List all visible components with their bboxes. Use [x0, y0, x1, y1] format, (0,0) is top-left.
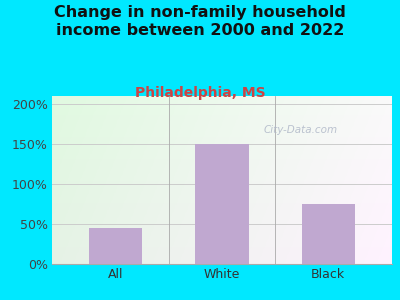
- Text: Change in non-family household
income between 2000 and 2022: Change in non-family household income be…: [54, 4, 346, 38]
- Bar: [196, 144, 248, 264]
- Text: Philadelphia, MS: Philadelphia, MS: [135, 85, 265, 100]
- Text: City-Data.com: City-Data.com: [263, 124, 337, 135]
- Bar: [302, 204, 355, 264]
- Bar: [89, 228, 142, 264]
